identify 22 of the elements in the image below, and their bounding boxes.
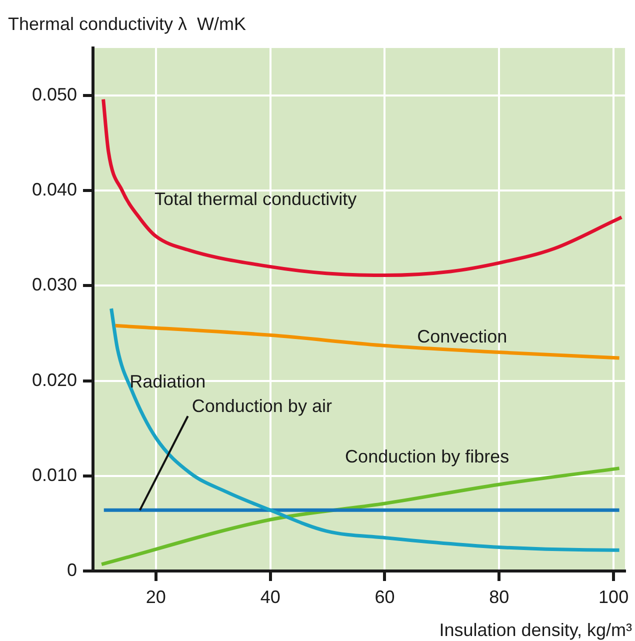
x-tick-label: 60 — [374, 586, 395, 607]
x-tick-label: 20 — [146, 586, 166, 607]
x-tick-label: 40 — [260, 586, 280, 607]
y-tick-label: 0.050 — [32, 84, 77, 105]
y-tick-label: 0 — [66, 560, 77, 580]
series-label: Conduction by fibres — [345, 446, 510, 466]
y-tick-label: 0.020 — [32, 370, 77, 390]
line-series — [102, 98, 624, 278]
y-tick-label: 0.030 — [32, 274, 77, 295]
y-tick-label: 0.040 — [32, 180, 77, 200]
line-series — [100, 466, 622, 566]
x-axis-title: Insulation density, kg/m³ — [439, 620, 632, 640]
x-tick-label: 100 — [598, 586, 629, 607]
line-series — [110, 306, 622, 552]
y-axis-title: Thermal conductivity λ W/mK — [8, 14, 246, 34]
y-tick-label: 0.010 — [32, 464, 77, 485]
series-label: Total thermal conductivity — [154, 189, 357, 210]
text: Conduction by air — [192, 396, 332, 416]
series-label: Convection — [417, 326, 508, 346]
x-tick-label: 80 — [489, 586, 510, 607]
line-series — [114, 324, 622, 360]
series-label: Radiation — [130, 371, 206, 392]
